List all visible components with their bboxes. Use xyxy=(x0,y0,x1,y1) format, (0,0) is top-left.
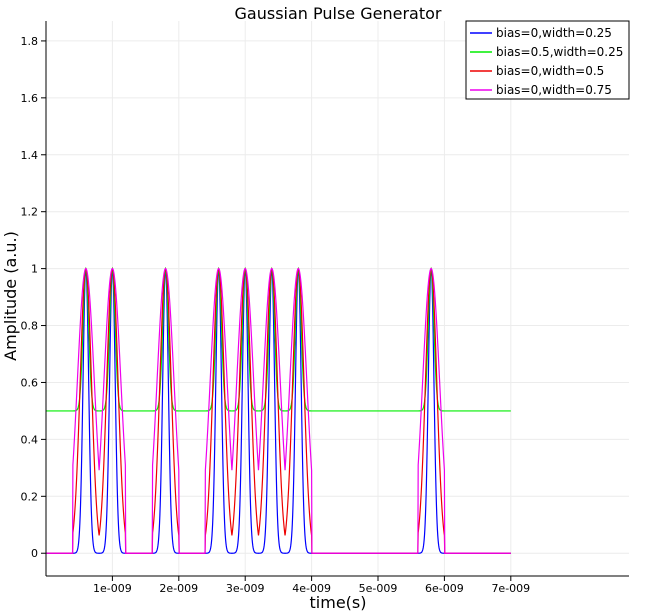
series-line xyxy=(46,268,511,554)
series-line xyxy=(46,267,511,554)
legend-box xyxy=(465,20,630,100)
x-tick-label: 4e-009 xyxy=(292,582,331,595)
x-tick-label: 1e-009 xyxy=(93,582,132,595)
legend-label: bias=0,width=0.5 xyxy=(496,64,604,78)
y-tick-label: 1.4 xyxy=(21,149,39,162)
series-line xyxy=(46,267,511,554)
legend-label: bias=0.5,width=0.25 xyxy=(496,45,623,59)
x-tick-label: 2e-009 xyxy=(159,582,198,595)
y-tick-label: 0.8 xyxy=(21,320,39,333)
x-axis-title: time(s) xyxy=(310,593,367,612)
y-tick-label: 0.2 xyxy=(21,490,39,503)
y-tick-label: 0.4 xyxy=(21,433,39,446)
x-tick-label: 6e-009 xyxy=(425,582,464,595)
y-tick-label: 0 xyxy=(31,547,38,560)
x-tick-label: 5e-009 xyxy=(359,582,398,595)
y-axis-title: Amplitude (a.u.) xyxy=(1,231,20,361)
chart-title: Gaussian Pulse Generator xyxy=(235,4,442,23)
series-layer xyxy=(46,266,511,554)
legend: bias=0,width=0.25 bias=0.5,width=0.25 bias… xyxy=(465,20,630,100)
y-tick-label: 1.8 xyxy=(21,35,39,48)
x-tick-label: 3e-009 xyxy=(226,582,265,595)
y-tick-label: 0.6 xyxy=(21,376,39,389)
axes xyxy=(45,21,629,577)
y-tick-label: 1.2 xyxy=(21,206,39,219)
ticks: 1e-009 2e-009 3e-009 4e-009 5e-009 6e-009 7e-0… xyxy=(21,35,531,595)
x-tick-label: 7e-009 xyxy=(491,582,530,595)
legend-label: bias=0,width=0.25 xyxy=(496,26,612,40)
y-tick-label: 1.6 xyxy=(21,92,39,105)
legend-label: bias=0,width=0.75 xyxy=(496,83,612,97)
y-tick-label: 1 xyxy=(31,263,38,276)
